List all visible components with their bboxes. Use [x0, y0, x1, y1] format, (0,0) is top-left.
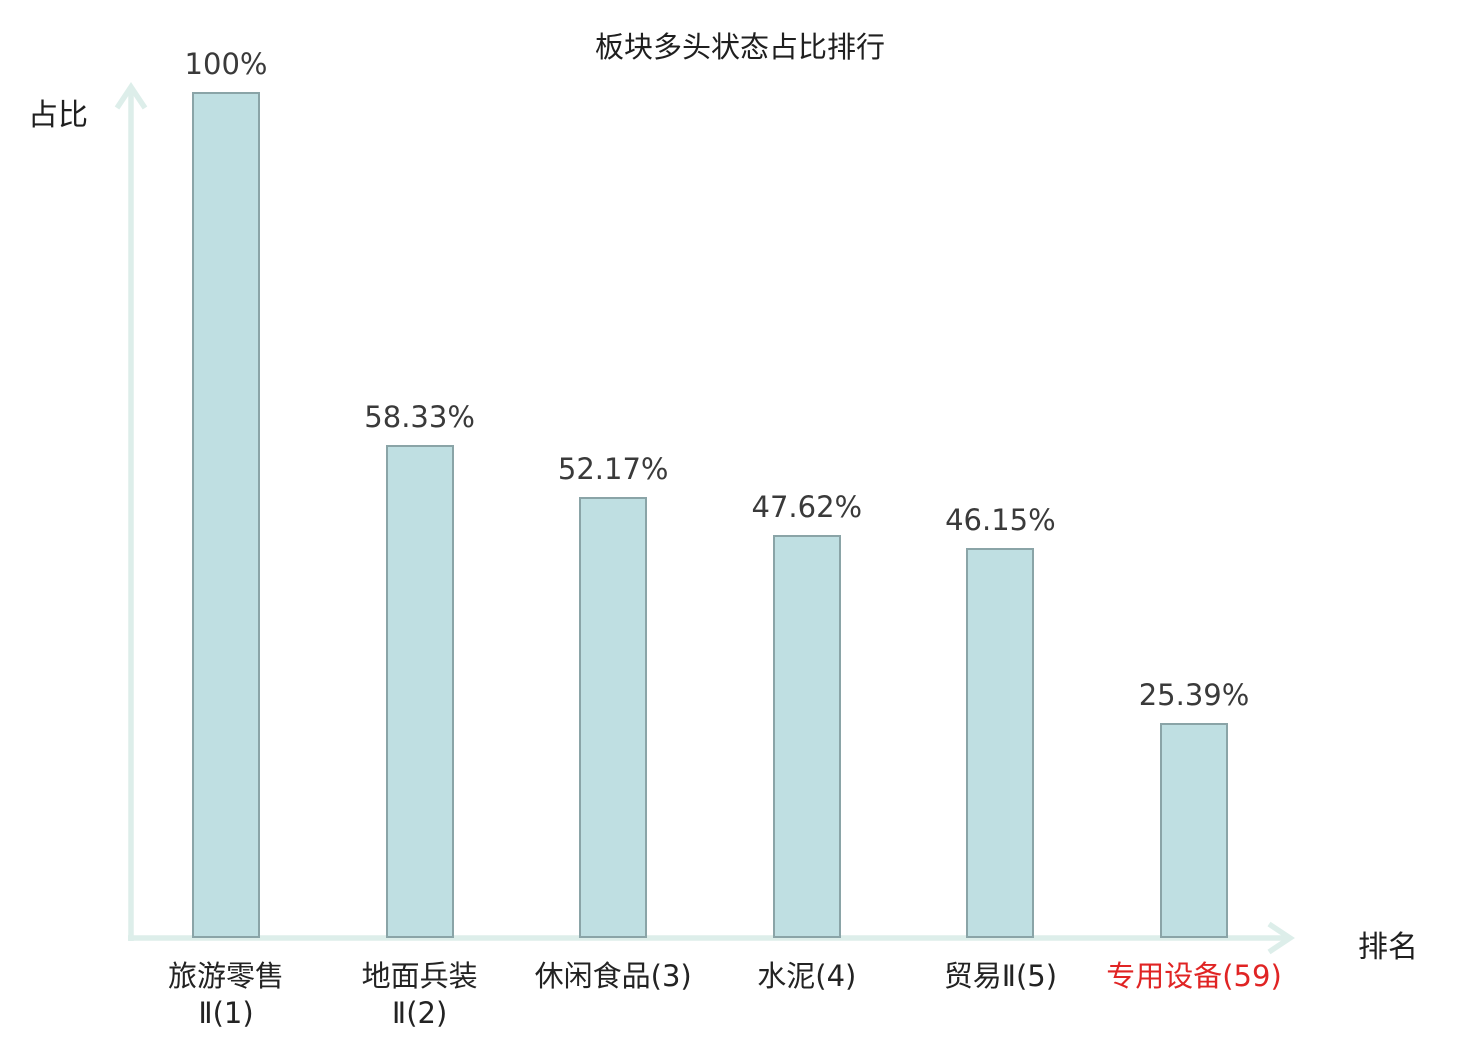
bar-category-label: 旅游零售 Ⅱ(1) — [168, 958, 284, 1032]
bar — [772, 535, 841, 938]
bar-category-line: Ⅱ(1) — [198, 996, 254, 1030]
bar-category-label: 休闲食品(3) — [535, 958, 692, 995]
bar-value-label: 47.62% — [751, 490, 863, 525]
bar-category-line: 旅游零售 — [167, 959, 285, 993]
x-axis-label: 排名 — [1358, 930, 1418, 965]
bar-category-label: 地面兵装 Ⅱ(2) — [362, 958, 478, 1032]
bar-value-label: 25.39% — [1138, 678, 1250, 713]
bar — [966, 547, 1035, 938]
bar — [579, 496, 648, 938]
bar — [192, 92, 260, 938]
bar-value-label: 100% — [184, 47, 268, 81]
y-axis-label: 占比 — [28, 98, 88, 133]
bar-category-line: Ⅱ(2) — [391, 996, 448, 1030]
bar-value-label: 58.33% — [364, 399, 475, 434]
bar-category-line: 贸易Ⅱ(5) — [943, 959, 1058, 993]
bar — [1160, 723, 1228, 938]
bar-category-line: 地面兵装 — [361, 959, 478, 993]
chart-title: 板块多头状态占比排行 — [594, 30, 885, 64]
bar — [385, 444, 454, 938]
bar-category-line: 专用设备(59) — [1106, 959, 1282, 993]
bar-category-label: 水泥(4) — [757, 958, 856, 995]
bar-value-label: 46.15% — [945, 502, 1056, 537]
y-axis-arrowhead-icon — [114, 82, 148, 110]
bar-category-line: 休闲食品(3) — [534, 959, 692, 993]
bar-value-label: 52.17% — [557, 451, 669, 486]
x-axis-arrowhead-icon — [1267, 921, 1295, 955]
bar-category-line: 水泥(4) — [757, 959, 857, 993]
bar-category-label: 专用设备(59) — [1106, 958, 1282, 995]
bar-category-label: 贸易Ⅱ(5) — [944, 958, 1057, 995]
